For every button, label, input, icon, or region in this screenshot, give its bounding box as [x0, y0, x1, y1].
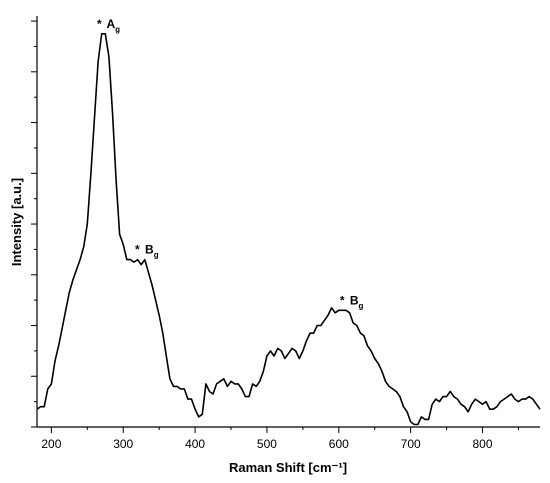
- x-tick-label: 200: [41, 437, 61, 451]
- peak-label: * Ag: [97, 17, 120, 34]
- x-tick-label: 300: [113, 437, 133, 451]
- x-tick-label: 600: [329, 437, 349, 451]
- x-tick-label: 700: [401, 437, 421, 451]
- x-axis-title: Raman Shift [cm⁻¹]: [229, 460, 347, 475]
- plot-frame: [36, 16, 540, 428]
- spectrum-line: [36, 33, 541, 426]
- x-axis-ticks: [50, 427, 519, 433]
- x-tick-label: 400: [185, 437, 205, 451]
- x-tick-label: 800: [472, 437, 492, 451]
- peak-label: * Bg: [135, 243, 159, 260]
- x-tick-label: 500: [257, 437, 277, 451]
- x-axis-tick-labels: 200 300 400 500 600 700 800: [41, 437, 492, 451]
- peak-annotations: * Ag * Bg * Bg: [97, 17, 364, 311]
- y-axis-title: Intensity [a.u.]: [9, 178, 24, 266]
- y-axis-ticks: [31, 20, 37, 428]
- peak-label: * Bg: [340, 293, 364, 310]
